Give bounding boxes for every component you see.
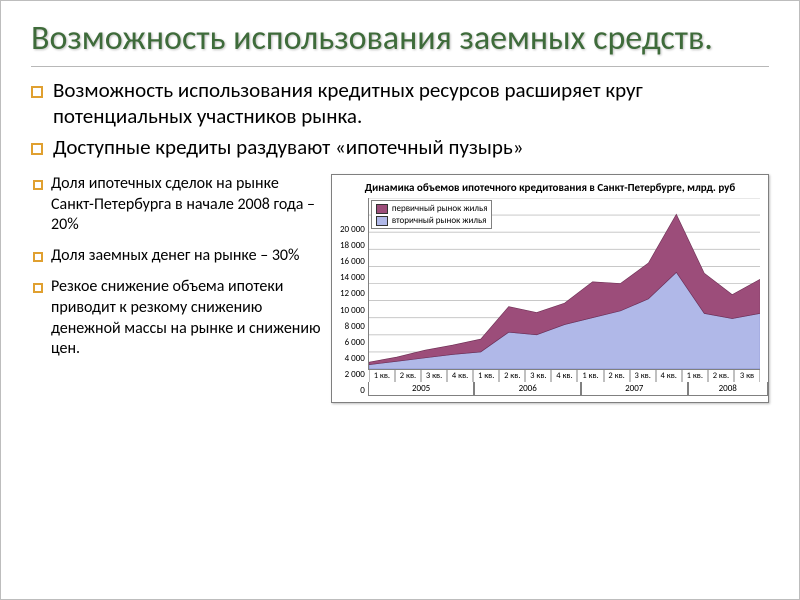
chart-title: Динамика объемов ипотечного кредитования… [340, 181, 760, 194]
x-tick-label: 4 кв. [551, 370, 577, 382]
sub-bullets: Доля ипотечных сделок на рынке Санкт-Пет… [31, 174, 321, 360]
legend-label: вторичный рынок жилья [392, 215, 487, 227]
x-axis-quarters: 1 кв.2 кв.3 кв.4 кв.1 кв.2 кв.3 кв.4 кв.… [368, 370, 760, 382]
y-tick-label: 10 000 [340, 305, 365, 316]
legend-row: первичный рынок жилья [376, 203, 488, 215]
title-underline [31, 66, 769, 67]
x-year-label: 2005 [368, 382, 475, 396]
y-tick-label: 20 000 [340, 224, 365, 235]
x-year-label: 2007 [581, 382, 688, 396]
y-tick-label: 14 000 [340, 272, 365, 283]
legend-swatch-icon [376, 216, 388, 226]
list-item: Доля заемных денег на рынке – 30% [49, 246, 321, 267]
x-tick-label: 4 кв. [447, 370, 473, 382]
y-tick-label: 2 000 [345, 369, 365, 380]
sub-bullets-column: Доля ипотечных сделок на рынке Санкт-Пет… [31, 174, 321, 403]
x-tick-label: 1 кв. [473, 370, 499, 382]
x-tick-label: 3 кв. [630, 370, 656, 382]
x-tick-label: 2 кв. [499, 370, 525, 382]
x-tick-label: 1 кв. [369, 370, 395, 382]
chart-legend: первичный рынок жилья вторичный рынок жи… [371, 200, 493, 229]
x-tick-label: 3 кв. [525, 370, 551, 382]
list-item: Резкое снижение объема ипотеки приводит … [49, 277, 321, 360]
legend-row: вторичный рынок жилья [376, 215, 488, 227]
main-bullets: Возможность использования кредитных ресу… [31, 77, 769, 160]
x-tick-label: 3 кв. [421, 370, 447, 382]
x-tick-label: 2 кв. [604, 370, 630, 382]
slide-title: Возможность использования заемных средст… [31, 19, 769, 58]
x-year-label: 2006 [474, 382, 581, 396]
y-tick-label: 6 000 [345, 337, 365, 348]
y-tick-label: 16 000 [340, 256, 365, 267]
lower-section: Доля ипотечных сделок на рынке Санкт-Пет… [31, 174, 769, 403]
legend-swatch-icon [376, 204, 388, 214]
x-axis-years: 2005200620072008 [368, 382, 760, 396]
x-tick-label: 4 кв. [656, 370, 682, 382]
x-year-label: 2008 [688, 382, 768, 396]
y-tick-label: 12 000 [340, 288, 365, 299]
list-item: Возможность использования кредитных ресу… [49, 77, 769, 130]
list-item: Доля ипотечных сделок на рынке Санкт-Пет… [49, 174, 321, 236]
x-tick-label: 2 кв. [708, 370, 734, 382]
x-tick-label: 1 кв. [682, 370, 708, 382]
chart-body: 20 000 18 000 16 000 14 000 12 000 10 000 8 00… [340, 198, 760, 396]
y-tick-label: 4 000 [345, 353, 365, 364]
chart-container: Динамика объемов ипотечного кредитования… [331, 174, 769, 403]
x-tick-label: 3 кв [734, 370, 760, 382]
y-axis: 20 000 18 000 16 000 14 000 12 000 10 000 8 00… [340, 198, 368, 396]
x-tick-label: 1 кв. [577, 370, 603, 382]
list-item: Доступные кредиты раздувают «ипотечный п… [49, 134, 769, 160]
plot-area: первичный рынок жилья вторичный рынок жи… [368, 198, 760, 370]
y-tick-label: 0 [360, 385, 365, 396]
slide: Возможность использования заемных средст… [0, 0, 800, 600]
x-tick-label: 2 кв. [395, 370, 421, 382]
y-tick-label: 8 000 [345, 321, 365, 332]
y-tick-label: 18 000 [340, 240, 365, 251]
legend-label: первичный рынок жилья [392, 203, 488, 215]
plot-wrap: первичный рынок жилья вторичный рынок жи… [368, 198, 760, 396]
